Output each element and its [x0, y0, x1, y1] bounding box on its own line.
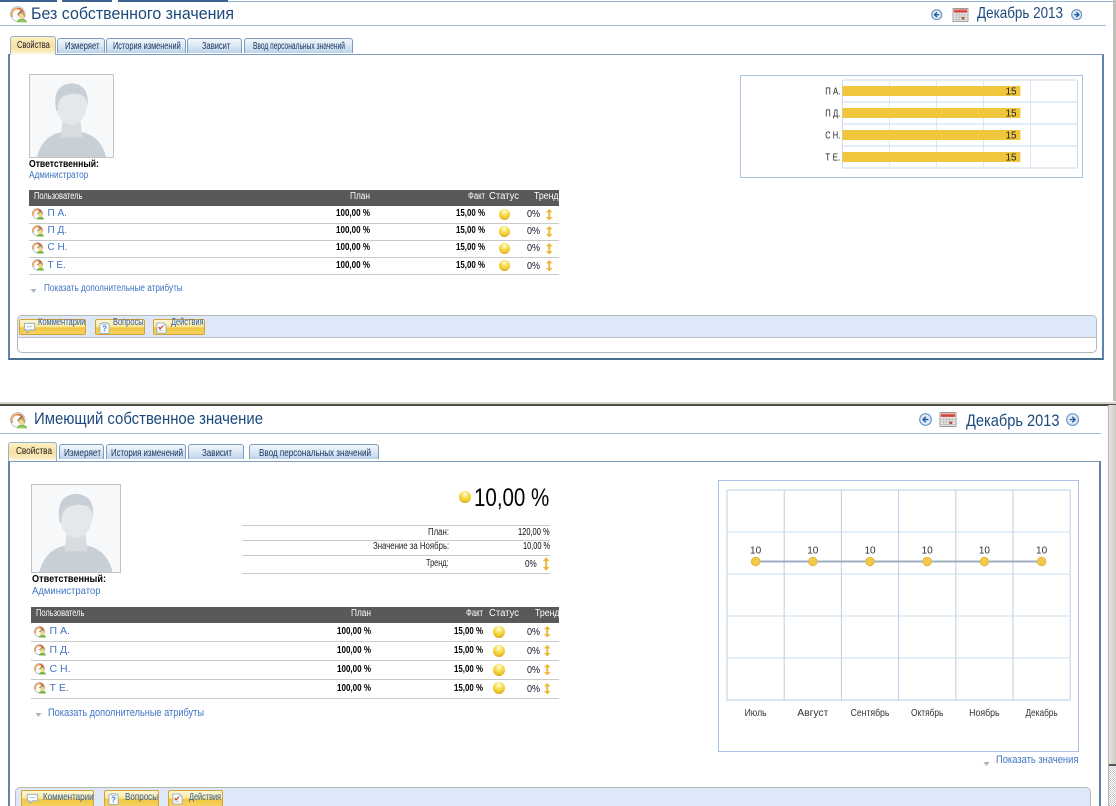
svg-text:15: 15 — [1005, 108, 1017, 119]
svg-text:?: ? — [102, 324, 107, 333]
svg-text:Ноябрь: Ноябрь — [969, 707, 1000, 719]
svg-text:15: 15 — [1005, 152, 1017, 163]
svg-text:10: 10 — [922, 546, 934, 557]
svg-text:П Д.: П Д. — [825, 108, 840, 119]
svg-text:Т Е.: Т Е. — [825, 152, 840, 163]
svg-text:10: 10 — [807, 546, 819, 557]
svg-text:Октябрь: Октябрь — [911, 707, 944, 719]
svg-text:15: 15 — [1005, 130, 1017, 141]
svg-text:Июль: Июль — [745, 707, 767, 719]
svg-text:10: 10 — [864, 546, 876, 557]
svg-text:П А.: П А. — [825, 86, 840, 97]
svg-text:10: 10 — [979, 546, 991, 557]
svg-text:?: ? — [111, 795, 116, 804]
svg-text:Август: Август — [797, 707, 828, 719]
svg-text:10: 10 — [1036, 546, 1048, 557]
svg-text:Декабрь: Декабрь — [1025, 707, 1058, 719]
svg-text:10: 10 — [750, 546, 762, 557]
svg-text:С Н.: С Н. — [825, 130, 840, 141]
svg-text:Сентябрь: Сентябрь — [851, 707, 890, 719]
svg-text:15: 15 — [1005, 86, 1017, 97]
